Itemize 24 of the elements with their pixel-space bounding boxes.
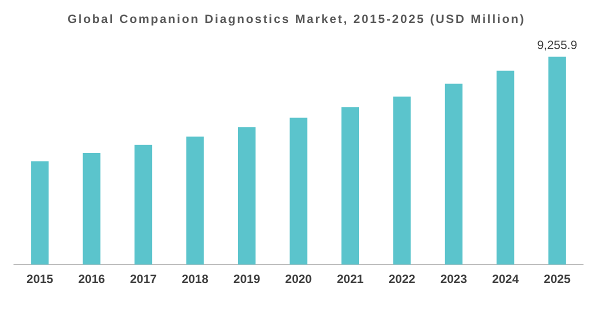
x-tick-label: 2021 <box>336 272 364 286</box>
x-tick-label: 2024 <box>492 272 520 286</box>
bar <box>186 136 204 265</box>
x-tick-label: 2017 <box>130 272 157 286</box>
x-tick-label: 2015 <box>26 272 54 286</box>
bar <box>290 118 308 265</box>
chart-title: Global Companion Diagnostics Market, 2015-2025 (USD Million) <box>66 12 527 26</box>
x-tick-label: 2025 <box>544 272 571 286</box>
x-tick-label: 2019 <box>233 272 260 286</box>
x-tick-label: 2023 <box>440 272 468 286</box>
bar <box>496 70 514 265</box>
bar <box>341 107 360 265</box>
data-label: 9,255.9 <box>537 38 578 52</box>
bar <box>238 127 256 265</box>
x-tick-label: 2022 <box>388 272 416 286</box>
bar <box>444 84 462 265</box>
x-tick-label: 2018 <box>182 272 209 286</box>
bar <box>31 161 49 265</box>
bar <box>393 96 411 265</box>
bar <box>82 152 100 265</box>
bar <box>134 144 152 265</box>
bar <box>548 56 566 265</box>
x-tick-label: 2016 <box>78 272 106 286</box>
x-tick-label: 2020 <box>285 272 312 286</box>
